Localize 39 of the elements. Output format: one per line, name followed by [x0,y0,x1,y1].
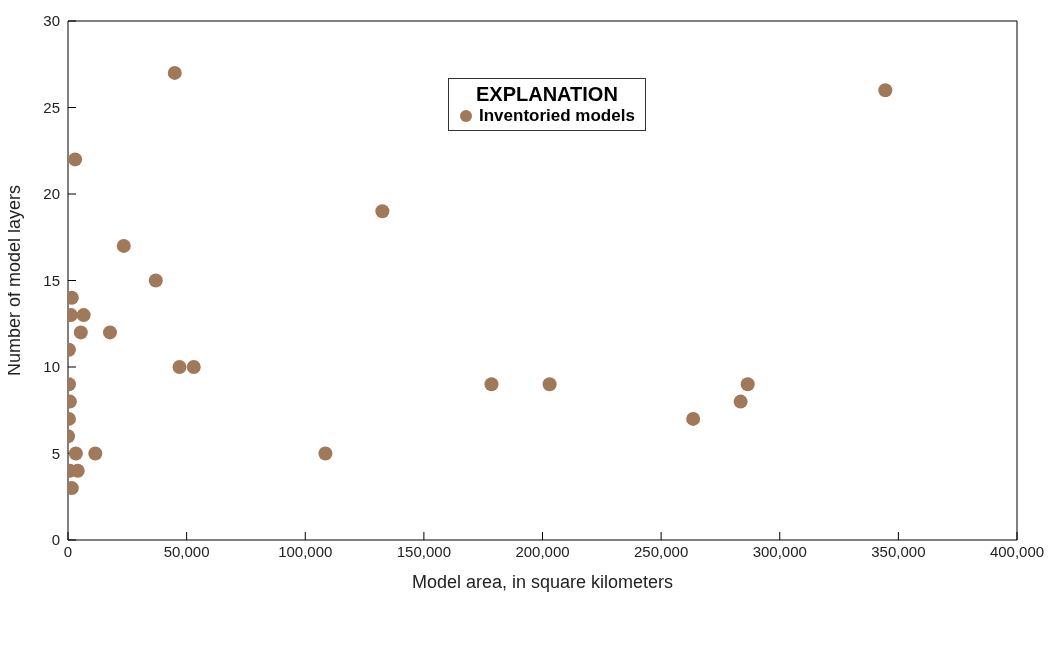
y-tick-label: 15 [43,271,60,289]
y-tick-label: 10 [43,358,60,375]
point [318,446,333,461]
point [68,152,83,167]
point [740,377,755,392]
x-tick-label: 250,000 [634,542,689,560]
point [186,360,201,374]
point [484,377,499,392]
y-tick-label: 25 [43,98,60,116]
x-tick-label: 300,000 [752,542,807,560]
point [76,308,91,323]
point [733,394,748,409]
y-axis-title: Number of model layers [4,184,25,377]
legend-label: Inventoried models [478,106,635,126]
y-tick-label: 20 [43,185,60,202]
x-tick-label: 200,000 [515,542,570,560]
point [88,446,103,461]
point [116,238,131,253]
point [542,377,557,392]
x-tick-label: 50,000 [163,542,210,560]
point [73,325,88,340]
point [878,83,893,98]
point [167,65,182,80]
point [148,273,163,288]
x-tick-label: 100,000 [278,542,333,560]
x-axis-title: Model area, in square kilometers [411,572,674,592]
point [172,360,187,374]
x-tick-label: 0 [63,542,73,560]
y-tick-label: 5 [51,444,60,462]
point [68,446,83,461]
x-tick-label: 350,000 [871,542,926,560]
legend-title: EXPLANATION [475,83,619,106]
y-tick-label: 30 [43,12,60,29]
x-tick-label: 150,000 [396,542,451,560]
y-tick-label: 0 [51,531,60,548]
x-tick-label: 400,000 [989,542,1045,560]
point [102,325,117,340]
point [375,204,390,219]
point [686,411,701,426]
